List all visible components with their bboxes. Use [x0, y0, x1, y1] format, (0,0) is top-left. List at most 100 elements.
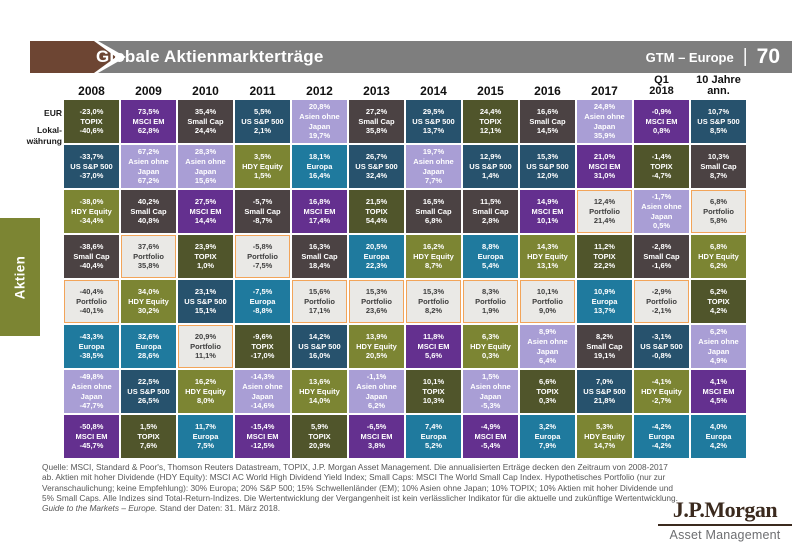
eur-return: 67,2%: [137, 147, 160, 157]
local-return: 28,6%: [137, 351, 160, 361]
local-return: 35,9%: [593, 131, 616, 141]
asset-name: Portfolio: [532, 296, 563, 306]
return-cell: 22,5% US S&P 500 26,5%: [121, 370, 176, 413]
eur-return: 14,2%: [308, 332, 331, 342]
eur-return: 8,3%: [481, 287, 500, 297]
return-cell: 14,2% US S&P 500 16,0%: [292, 325, 347, 368]
return-cell: 29,5% US S&P 500 13,7%: [406, 100, 461, 143]
local-return: 1,9%: [481, 306, 500, 316]
asset-name: TOPIX: [650, 161, 673, 171]
asset-name: Portfolio: [361, 296, 392, 306]
eur-return: 16,2%: [194, 377, 217, 387]
local-return: 21,4%: [593, 216, 616, 226]
local-return: 30,2%: [137, 306, 160, 316]
eur-return: 10,9%: [593, 287, 616, 297]
eur-return: 3,5%: [253, 152, 272, 162]
asset-name: Portfolio: [190, 341, 221, 351]
returns-grid: -23,0% TOPIX -40,6% 73,5% MSCI EM 62,8% 35,4% S…: [64, 100, 746, 458]
eur-return: 19,7%: [422, 147, 445, 157]
local-return: 11,1%: [195, 351, 216, 361]
local-return: 32,4%: [365, 171, 388, 181]
asset-name: MSCI EM: [417, 341, 450, 351]
local-label-line2: währung: [26, 135, 62, 146]
eur-return: 14,9%: [536, 197, 559, 207]
return-cell: 11,5% Small Cap 2,8%: [463, 190, 518, 233]
return-cell: 32,6% Europa 28,6%: [121, 325, 176, 368]
return-cell: -40,4% Portfolio -40,1%: [64, 280, 119, 323]
return-cell: 16,6% Small Cap 14,5%: [520, 100, 575, 143]
eur-return: 6,6%: [538, 377, 557, 387]
eur-return: -4,9%: [480, 422, 501, 432]
eur-return: 34,0%: [137, 287, 160, 297]
return-cell: 37,6% Portfolio 35,8%: [121, 235, 176, 278]
asset-name: HDY Equity: [584, 431, 625, 441]
eur-return: 15,3%: [422, 287, 445, 297]
local-return: -40,6%: [79, 126, 104, 136]
local-return: 22,3%: [365, 261, 388, 271]
local-return: 3,8%: [367, 441, 386, 451]
column-header-10-jahre: 10 Jahre ann.: [696, 73, 741, 98]
local-return: -38,5%: [79, 351, 104, 361]
local-return: -8,7%: [252, 216, 273, 226]
jpmorgan-logo: J.P.Morgan Asset Management: [658, 497, 792, 542]
eur-return: -2,9%: [651, 287, 672, 297]
column-header-q1: Q1 2018: [649, 73, 674, 98]
asset-name: Europa: [135, 341, 162, 351]
eur-return: 6,2%: [709, 287, 728, 297]
eur-return: 10,7%: [707, 107, 730, 117]
local-return: 24,4%: [194, 126, 217, 136]
local-return: 17,1%: [308, 306, 331, 316]
asset-name: Asien ohne Japan: [185, 156, 226, 176]
return-cell: 3,2% Europa 7,9%: [520, 415, 575, 458]
local-return: -4,7%: [651, 171, 672, 181]
asset-name: MSCI EM: [588, 161, 621, 171]
local-return: 20,5%: [365, 351, 388, 361]
local-return: -0,8%: [651, 351, 672, 361]
return-cell: 21,5% TOPIX 54,4%: [349, 190, 404, 233]
eur-return: -1,1%: [366, 372, 387, 382]
asset-name: Europa: [591, 296, 618, 306]
asset-name: HDY Equity: [299, 386, 340, 396]
return-cell: -2,9% Portfolio -2,1%: [634, 280, 689, 323]
return-cell: 11,2% TOPIX 22,2%: [577, 235, 632, 278]
return-cell: 18,1% Europa 16,4%: [292, 145, 347, 188]
return-cell: 20,9% Portfolio 11,1%: [178, 325, 233, 368]
return-cell: -14,3% Asien ohne Japan -14,6%: [235, 370, 290, 413]
return-cell: 14,3% HDY Equity 13,1%: [520, 235, 575, 278]
return-cell: 20,8% Asien ohne Japan 19,7%: [292, 100, 347, 143]
return-cell: 10,1% TOPIX 10,3%: [406, 370, 461, 413]
local-return: 67,2%: [137, 176, 160, 186]
column-header-2014: 2014: [420, 84, 447, 99]
eur-return: 1,5%: [481, 372, 500, 382]
return-cell: 27,2% Small Cap 35,8%: [349, 100, 404, 143]
return-cell: 35,4% Small Cap 24,4%: [178, 100, 233, 143]
return-cell: 15,3% US S&P 500 12,0%: [520, 145, 575, 188]
return-cell: 27,5% MSCI EM 14,4%: [178, 190, 233, 233]
local-return: 7,7%: [424, 176, 443, 186]
asset-name: TOPIX: [194, 251, 217, 261]
return-cell: 40,2% Small Cap 40,8%: [121, 190, 176, 233]
eur-return: 26,7%: [365, 152, 388, 162]
return-cell: 7,0% US S&P 500 21,8%: [577, 370, 632, 413]
asset-name: US S&P 500: [412, 116, 455, 126]
eur-return: -2,8%: [651, 242, 672, 252]
return-cell: 20,5% Europa 22,3%: [349, 235, 404, 278]
return-cell: -50,8% MSCI EM -45,7%: [64, 415, 119, 458]
asset-name: Small Cap: [586, 341, 623, 351]
eur-return: 10,3%: [707, 152, 730, 162]
eur-return: 23,9%: [194, 242, 217, 252]
asset-name: MSCI EM: [132, 116, 165, 126]
return-cell: 6,2% TOPIX 4,2%: [691, 280, 746, 323]
eur-return: 5,3%: [595, 422, 614, 432]
asset-name: Asien ohne Japan: [356, 381, 397, 401]
eur-return: -23,0%: [79, 107, 104, 117]
eur-return: -38,6%: [79, 242, 104, 252]
eur-return: 29,5%: [422, 107, 445, 117]
asset-name: TOPIX: [707, 296, 730, 306]
local-return: 6,8%: [424, 216, 443, 226]
local-return: -5,3%: [480, 401, 501, 411]
asset-name: MSCI EM: [474, 431, 507, 441]
local-return: 23,6%: [365, 306, 388, 316]
return-cell: 8,3% Portfolio 1,9%: [463, 280, 518, 323]
